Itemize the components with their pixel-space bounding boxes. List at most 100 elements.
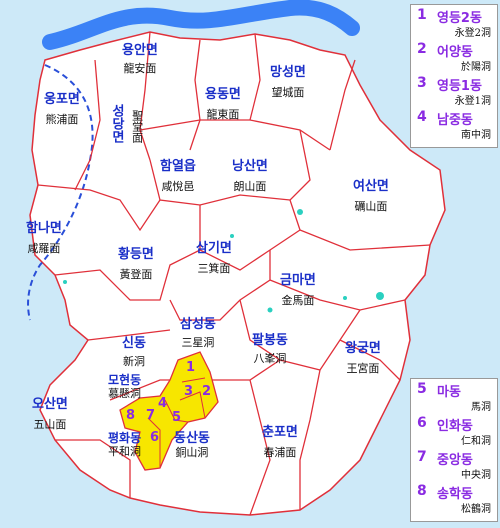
legend-number: 6	[417, 415, 427, 431]
district-label-nangsan: 낭산면 朗山面	[232, 159, 268, 194]
district-name: 성당면	[108, 104, 124, 143]
district-name: 모현동	[108, 373, 142, 387]
district-label-seongdang: 성당면 聖堂面	[108, 62, 144, 147]
legend-name: 송학동	[437, 487, 473, 502]
district-hanja: 礪山面	[354, 199, 388, 213]
district-label-osan: 오산면 五山面	[32, 397, 68, 432]
district-label-dongsan: 동산동 銅山洞	[174, 431, 210, 460]
district-label-yongan: 용안면 龍安面	[122, 43, 158, 76]
district-hanja: 熊浦面	[45, 112, 79, 126]
legend-name: 어양동	[437, 45, 473, 60]
legend-item: 2 어양동 於陽洞	[411, 39, 497, 73]
district-hanja: 三箕面	[197, 261, 231, 275]
district-hanja: 聖堂面	[130, 110, 144, 143]
district-hanja: 龍東面	[206, 107, 240, 121]
district-label-wanggung: 왕궁면 王宮面	[345, 341, 381, 376]
district-hanja: 三星洞	[181, 335, 215, 349]
legend-number: 4	[417, 109, 427, 125]
legend-item: 5 마동 馬洞	[411, 379, 497, 413]
legend-number: 3	[417, 75, 427, 91]
ponds	[63, 209, 384, 313]
district-name: 평화동	[108, 431, 142, 445]
district-name: 삼기면	[196, 241, 232, 256]
legend-item: 1 영등2동 永登2洞	[411, 5, 497, 39]
district-name: 여산면	[353, 179, 389, 194]
legend-hanja: 永登2洞	[454, 28, 491, 39]
city-number-8: 8	[126, 408, 136, 423]
district-hanja: 咸羅面	[27, 241, 61, 255]
district-hanja: 新洞	[122, 354, 145, 368]
legend-hanja: 南中洞	[461, 130, 491, 141]
district-name: 삼성동	[180, 317, 216, 332]
legend-name: 중앙동	[437, 453, 473, 468]
legend-name: 영등1동	[437, 79, 482, 94]
district-name: 금마면	[280, 273, 316, 288]
district-hanja: 黃登面	[119, 267, 153, 281]
legend-top: 1 영등2동 永登2洞 2 어양동 於陽洞 3 영등1동 永登1洞 4 남중동 …	[410, 4, 498, 148]
legend-item: 7 중앙동 中央洞	[411, 447, 497, 481]
district-name: 용동면	[205, 87, 241, 102]
district-hanja: 春浦面	[263, 445, 297, 459]
district-hanja: 望城面	[271, 85, 305, 99]
district-name: 용안면	[122, 43, 158, 58]
district-name: 망성면	[270, 65, 306, 80]
district-label-hamyeol: 함열읍 咸悅邑	[160, 159, 196, 194]
city-area	[119, 351, 219, 471]
legend-number: 1	[417, 7, 427, 23]
district-name: 낭산면	[232, 159, 268, 174]
district-hanja: 咸悅邑	[161, 179, 195, 193]
district-hanja: 八峯洞	[253, 351, 287, 365]
legend-name: 남중동	[437, 113, 473, 128]
district-label-hamna: 함나면 咸羅面	[26, 221, 62, 256]
city-number-1: 1	[186, 360, 196, 375]
district-hanja: 銅山洞	[175, 445, 209, 459]
district-label-geumma: 금마면 金馬面	[280, 273, 316, 308]
district-name: 오산면	[32, 397, 68, 412]
district-label-ungpo: 웅포면 熊浦面	[44, 92, 80, 127]
legend-name: 마동	[437, 385, 461, 400]
district-name: 함열읍	[160, 159, 196, 174]
district-label-hwangdeung: 황등면 黃登面	[118, 247, 154, 282]
legend-hanja: 松鶴洞	[461, 504, 491, 515]
district-label-sin: 신동 新洞	[122, 336, 146, 369]
district-hanja: 平和洞	[108, 444, 142, 458]
legend-hanja: 仁和洞	[461, 436, 491, 447]
district-name: 황등면	[118, 247, 154, 262]
district-name: 춘포면	[262, 425, 298, 440]
district-label-yongdong: 용동면 龍東面	[205, 87, 241, 122]
city-number-2: 2	[202, 384, 212, 399]
legend-item: 4 남중동 南中洞	[411, 107, 497, 141]
district-label-palbong: 팔봉동 八峯洞	[252, 333, 288, 366]
city-number-4: 4	[158, 396, 168, 411]
legend-item: 3 영등1동 永登1洞	[411, 73, 497, 107]
district-hanja: 王宮面	[346, 361, 380, 375]
legend-hanja: 永登1洞	[454, 96, 491, 107]
district-label-mohyeon: 모현동 慕懸洞	[108, 373, 142, 400]
district-hanja: 金馬面	[281, 293, 315, 307]
city-number-6: 6	[150, 430, 160, 445]
city-number-3: 3	[184, 384, 194, 399]
city-borders	[147, 377, 206, 468]
district-label-pyeonghwa: 평화동 平和洞	[108, 431, 142, 458]
legend-hanja: 中央洞	[461, 470, 491, 481]
district-name: 신동	[122, 336, 146, 351]
district-label-yeosan: 여산면 礪山面	[353, 179, 389, 214]
legend-item: 8 송학동 松鶴洞	[411, 481, 497, 515]
city-number-5: 5	[172, 410, 182, 425]
legend-bottom: 5 마동 馬洞 6 인화동 仁和洞 7 중앙동 中央洞 8 송학동 松鶴洞	[410, 378, 498, 522]
district-hanja: 朗山面	[233, 179, 267, 193]
district-name: 팔봉동	[252, 333, 288, 348]
district-label-chunpo: 춘포면 春浦面	[262, 425, 298, 460]
district-name: 함나면	[26, 221, 62, 236]
district-hanja: 五山面	[33, 417, 67, 431]
legend-number: 8	[417, 483, 427, 499]
legend-hanja: 馬洞	[471, 402, 491, 413]
district-label-samgi: 삼기면 三箕面	[196, 241, 232, 276]
dashed-boundary	[27, 64, 94, 321]
district-name: 동산동	[174, 431, 210, 446]
river	[42, 0, 360, 50]
legend-number: 7	[417, 449, 427, 465]
district-name: 왕궁면	[345, 341, 381, 356]
district-name: 웅포면	[44, 92, 80, 107]
district-hanja: 龍安面	[123, 61, 157, 75]
